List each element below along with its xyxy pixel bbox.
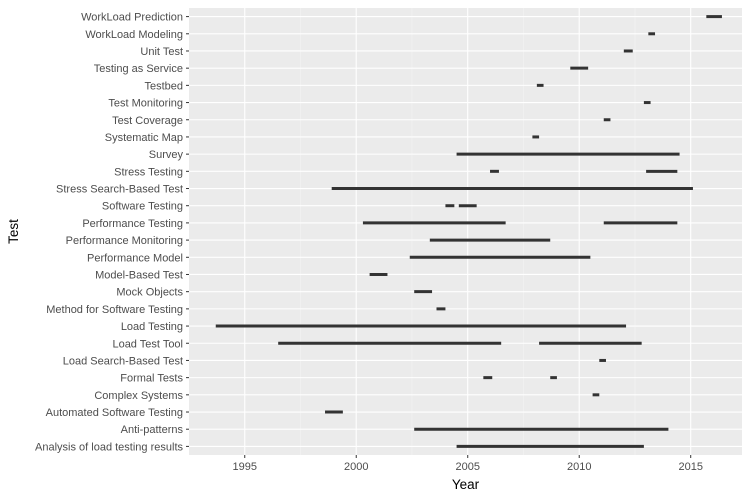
y-tick-label: WorkLoad Modeling bbox=[85, 29, 183, 41]
y-tick-label: Testbed bbox=[144, 80, 183, 92]
y-tick-label: Unit Test bbox=[140, 46, 183, 58]
y-tick-label: Survey bbox=[149, 149, 184, 161]
x-axis: 1995 2000 2005 2010 2015 bbox=[233, 455, 703, 473]
y-tick-label: Performance Monitoring bbox=[66, 235, 183, 247]
x-tick-label: 2000 bbox=[344, 461, 368, 473]
y-tick-label: Testing as Service bbox=[94, 63, 183, 75]
segments-layer bbox=[215, 15, 722, 448]
y-tick-label: Mock Objects bbox=[116, 287, 183, 299]
y-tick-label: Load Testing bbox=[121, 321, 183, 333]
x-axis-title: Year bbox=[452, 477, 480, 492]
y-tick-label: Software Testing bbox=[102, 201, 183, 213]
y-tick-label: Model-Based Test bbox=[95, 269, 183, 281]
y-tick-label: Performance Testing bbox=[82, 218, 183, 230]
y-tick-label: Load Search-Based Test bbox=[63, 355, 183, 367]
x-tick-label: 2010 bbox=[567, 461, 591, 473]
y-tick-label: Performance Model bbox=[87, 252, 183, 264]
y-tick-label: WorkLoad Prediction bbox=[81, 12, 183, 24]
y-axis: WorkLoad Prediction WorkLoad Modeling Unit… bbox=[35, 12, 189, 453]
y-axis-title: Test bbox=[6, 219, 21, 244]
y-tick-label: Stress Testing bbox=[114, 166, 183, 178]
x-tick-label: 2005 bbox=[455, 461, 479, 473]
y-tick-label: Analysis of load testing results bbox=[35, 441, 183, 453]
y-tick-label: Load Test Tool bbox=[112, 338, 183, 350]
y-tick-label: Automated Software Testing bbox=[46, 407, 183, 419]
y-tick-label: Stress Search-Based Test bbox=[56, 184, 183, 196]
y-tick-label: Systematic Map bbox=[105, 132, 183, 144]
y-tick-label: Formal Tests bbox=[120, 373, 183, 385]
x-tick-label: 1995 bbox=[233, 461, 257, 473]
y-tick-label: Method for Software Testing bbox=[46, 304, 183, 316]
y-tick-label: Anti-patterns bbox=[121, 424, 184, 436]
y-tick-label: Test Coverage bbox=[112, 115, 183, 127]
plot-panel bbox=[189, 8, 742, 455]
y-tick-label: Test Monitoring bbox=[108, 98, 183, 110]
y-tick-label: Complex Systems bbox=[94, 390, 183, 402]
x-tick-label: 2015 bbox=[678, 461, 702, 473]
